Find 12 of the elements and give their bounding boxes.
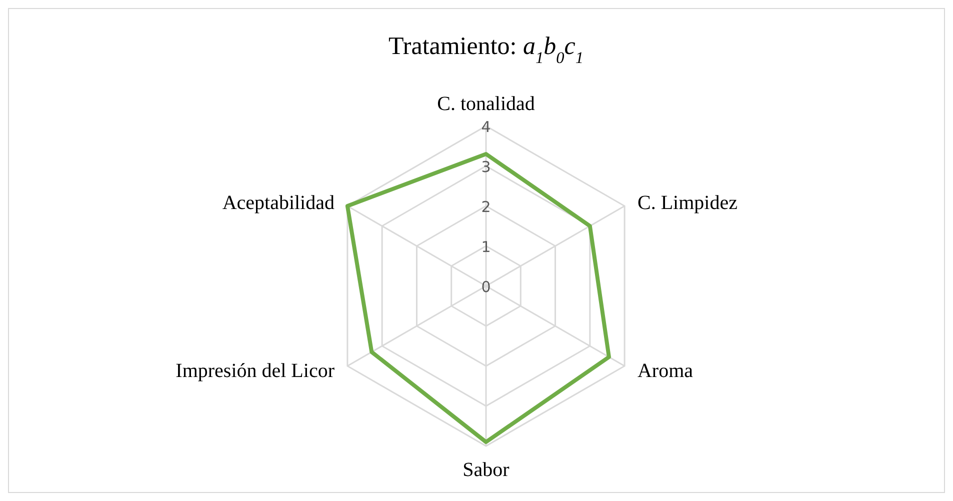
spoke-label: C. Limpidez [637, 192, 738, 214]
y-tick-label: 4 [481, 118, 491, 136]
chart-title: Tratamiento: a$_{1}$b$_{0}$c$_{1}$ [388, 33, 584, 67]
spoke-label: Impresión del Licor [176, 360, 335, 382]
spoke-label: Sabor [462, 459, 510, 481]
y-tick-label: 1 [481, 238, 491, 256]
y-tick-label: 3 [481, 158, 491, 176]
spoke-label: Aceptabilidad [222, 192, 335, 214]
spoke-label: C. tonalidad [437, 93, 535, 115]
spoke-label: Aroma [637, 360, 694, 382]
y-tick-label: 2 [481, 198, 491, 216]
y-tick-label: 0 [481, 278, 491, 296]
